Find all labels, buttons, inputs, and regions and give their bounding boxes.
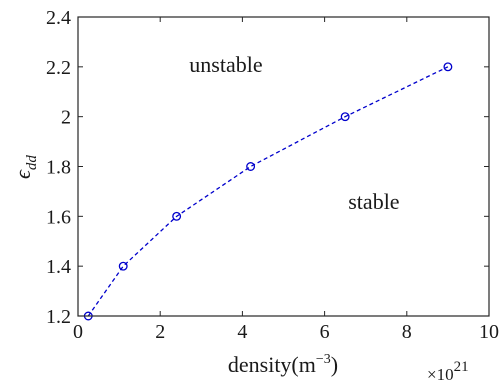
y-tick-label: 1.4: [46, 256, 71, 278]
y-tick-label: 1.6: [46, 206, 71, 228]
series-layer: [83, 62, 453, 321]
data-point: [443, 62, 453, 72]
data-point: [172, 211, 182, 221]
y-axis-label: ϵdd: [10, 155, 40, 179]
x-tick-label: 6: [320, 321, 330, 343]
data-point: [118, 261, 128, 271]
y-tick-label: 2: [61, 107, 71, 129]
x-multiplier: ×1021: [427, 359, 469, 384]
region-annotation: stable: [348, 189, 399, 214]
x-tick-label: 2: [155, 321, 165, 343]
ticks-layer: 0 2 4 6 8 10 1.2 1.4 1.6 1.8 2 2.2 2.4: [46, 7, 499, 343]
y-tick-label: 2.4: [46, 7, 71, 29]
data-point: [340, 112, 350, 122]
y-tick-label: 1.8: [46, 157, 71, 179]
plot-frame: [77, 16, 490, 317]
x-axis-label: density(m−3): [228, 352, 338, 377]
series-line: [87, 66, 449, 317]
x-tick-label: 0: [73, 321, 83, 343]
region-annotation: unstable: [189, 52, 262, 77]
y-tick-label: 1.2: [46, 306, 71, 328]
annotations-layer: unstable stable: [189, 52, 399, 214]
y-tick-label: 2.2: [46, 57, 71, 79]
x-tick-label: 4: [237, 321, 247, 343]
x-tick-label: 8: [402, 321, 412, 343]
data-point: [246, 162, 256, 171]
x-tick-label: 10: [479, 321, 499, 343]
